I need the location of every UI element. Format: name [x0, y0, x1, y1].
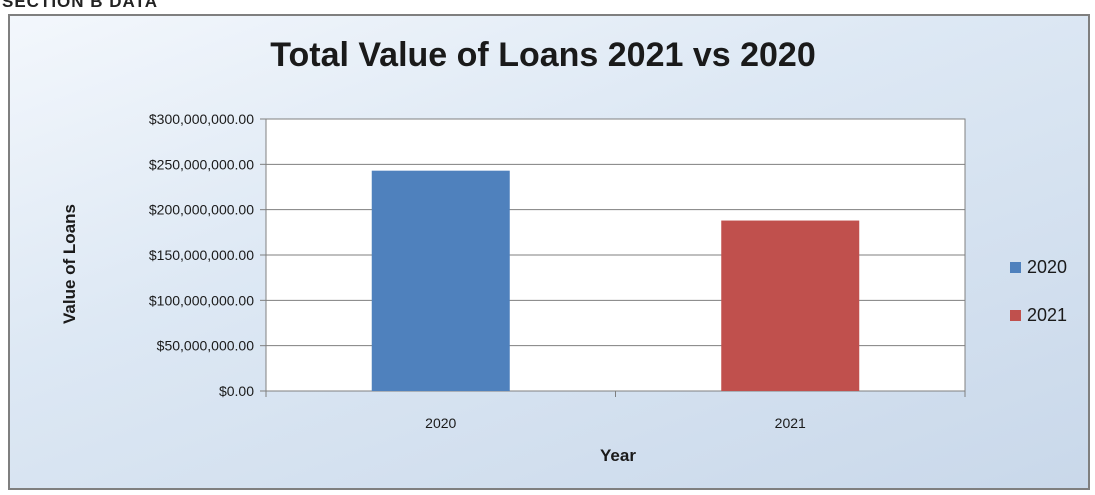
chart-area: Total Value of Loans 2021 vs 2020 $0.00 $…: [8, 14, 1090, 490]
legend-swatch-2021: [1010, 310, 1021, 321]
y-tick-label: $250,000,000.00: [149, 156, 254, 172]
legend-label-2021: 2021: [1027, 305, 1067, 325]
top-cut-header: SECTION B DATA: [0, 0, 400, 14]
y-tick-label: $300,000,000.00: [149, 111, 254, 127]
y-tick-label: $0.00: [219, 383, 254, 399]
x-axis-title: Year: [600, 446, 636, 465]
x-tick-label: 2021: [775, 415, 806, 431]
chart-title: Total Value of Loans 2021 vs 2020: [270, 36, 816, 74]
cut-header-text: SECTION B DATA: [2, 0, 158, 11]
y-axis-ticks: $0.00 $50,000,000.00 $100,000,000.00 $150,0…: [149, 111, 266, 399]
plot-area: [265, 118, 966, 392]
y-tick-label: $200,000,000.00: [149, 202, 254, 218]
x-axis-ticks: 2020 2021: [265, 391, 966, 431]
x-tick-label: 2020: [425, 415, 456, 431]
legend-swatch-2020: [1010, 262, 1021, 273]
y-tick-label: $50,000,000.00: [157, 338, 255, 354]
bar-2021: [721, 220, 860, 391]
legend: 2020 2021: [1010, 257, 1067, 325]
y-axis-title: Value of Loans: [60, 204, 79, 324]
bar-2020: [371, 170, 510, 391]
bar-chart: Total Value of Loans 2021 vs 2020 $0.00$…: [60, 36, 1067, 465]
legend-label-2020: 2020: [1027, 257, 1067, 277]
y-tick-label: $100,000,000.00: [149, 292, 254, 308]
bars: [371, 170, 860, 391]
y-tick-label: $150,000,000.00: [149, 247, 254, 263]
